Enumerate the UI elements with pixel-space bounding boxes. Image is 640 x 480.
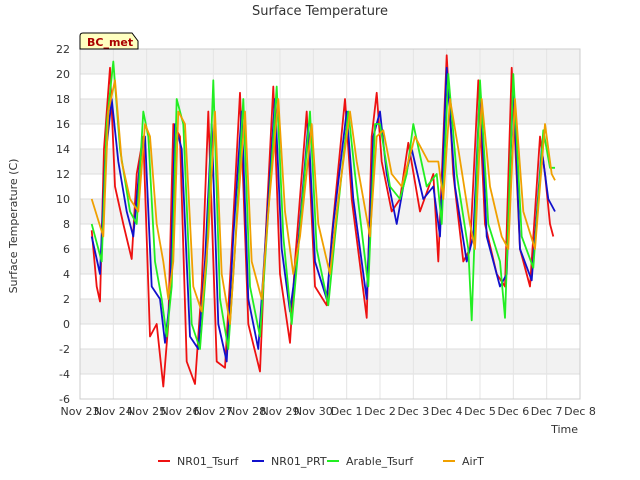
plot-band [80, 49, 580, 74]
y-tick-label: 10 [56, 193, 70, 206]
legend-label: Arable_Tsurf [346, 455, 414, 468]
plot-area-frame [79, 48, 581, 400]
plot-band [80, 124, 580, 149]
legend-label: NR01_Tsurf [177, 455, 239, 468]
series-line-airt [90, 79, 556, 325]
y-tick-label: 0 [63, 318, 70, 331]
plot-band [80, 224, 580, 249]
chart-title: Surface Temperature [252, 4, 388, 19]
y-tick-label: 16 [56, 118, 70, 131]
site-badge: BC_met [79, 32, 139, 50]
y-tick-label: 20 [56, 68, 70, 81]
x-tick-label: Nov 24 [94, 405, 133, 418]
x-tick-label: Dec 3 [397, 405, 429, 418]
y-tick-labels: -6 -4 -2 0 2 4 6 8 10 12 14 16 18 20 22 [56, 43, 70, 406]
y-tick-label: -2 [59, 343, 70, 356]
y-tick-label: 6 [63, 243, 70, 256]
x-tick-label: Dec 1 [331, 405, 363, 418]
x-tick-label: Dec 2 [364, 405, 396, 418]
plot-band [80, 74, 580, 99]
y-tick-label: -6 [59, 393, 70, 406]
legend-label: NR01_PRT [271, 455, 327, 468]
y-tick-label: -4 [59, 368, 70, 381]
plot-band [80, 174, 580, 199]
x-tick-label: Dec 8 [564, 405, 596, 418]
series-line-nr01-tsurf [90, 54, 555, 388]
plot-band [80, 149, 580, 174]
plot-band [80, 374, 580, 399]
legend-label: AirT [462, 455, 484, 468]
x-tick-label: Nov 29 [261, 405, 300, 418]
x-tick-label: Nov 26 [161, 405, 200, 418]
y-tick-label: 14 [56, 143, 70, 156]
site-badge-label: BC_met [87, 36, 133, 49]
x-axis-label: Time [550, 423, 578, 436]
y-tick-label: 18 [56, 93, 70, 106]
y-tick-label: 2 [63, 293, 70, 306]
plot-band [80, 349, 580, 374]
x-tick-label: Dec 4 [431, 405, 463, 418]
y-tick-label: 12 [56, 168, 70, 181]
plot-band [80, 99, 580, 124]
x-tick-label: Dec 6 [497, 405, 529, 418]
x-tick-label: Nov 23 [61, 405, 100, 418]
x-tick-label: Dec 5 [464, 405, 496, 418]
y-axis-label: Surface Temperature (C) [7, 159, 20, 294]
series-line-arable-tsurf [90, 60, 555, 350]
x-tick-label: Dec 7 [531, 405, 563, 418]
x-tick-label: Nov 30 [294, 405, 333, 418]
y-tick-label: 4 [63, 268, 70, 281]
legend: NR01_Tsurf NR01_PRT Arable_Tsurf AirT [158, 455, 484, 468]
y-tick-label: 22 [56, 43, 70, 56]
series-lines [90, 54, 556, 388]
x-tick-label: Nov 27 [194, 405, 233, 418]
x-tick-label: Nov 28 [227, 405, 266, 418]
y-tick-label: 8 [63, 218, 70, 231]
x-tick-label: Nov 25 [127, 405, 166, 418]
